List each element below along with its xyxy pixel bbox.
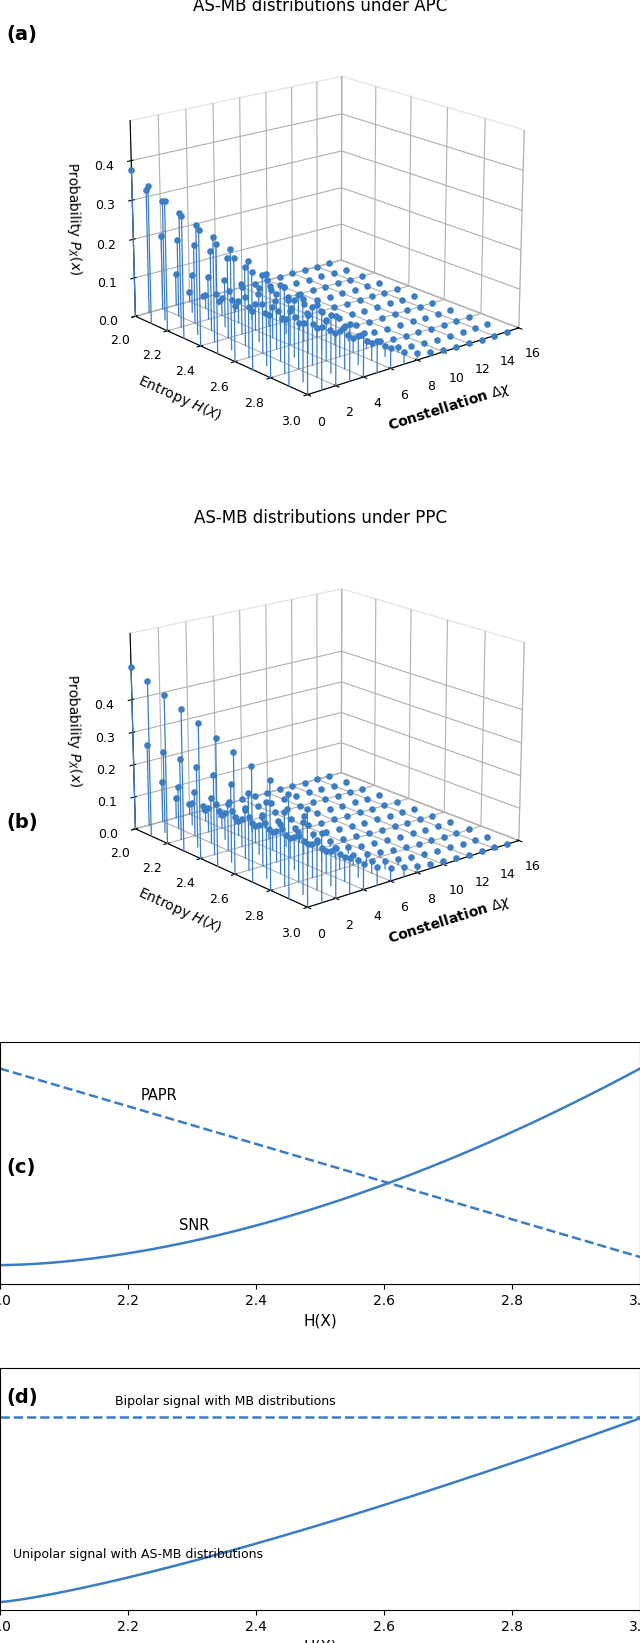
Text: (c): (c) xyxy=(6,1158,36,1178)
X-axis label: H(X): H(X) xyxy=(303,1640,337,1643)
Title: AS-MB distributions under APC: AS-MB distributions under APC xyxy=(193,0,447,15)
Title: AS-MB distributions under PPC: AS-MB distributions under PPC xyxy=(193,509,447,527)
Text: Bipolar signal with MB distributions: Bipolar signal with MB distributions xyxy=(115,1395,336,1408)
Text: SNR: SNR xyxy=(179,1217,209,1234)
Text: (a): (a) xyxy=(6,25,37,44)
Text: Unipolar signal with AS-MB distributions: Unipolar signal with AS-MB distributions xyxy=(13,1548,263,1561)
Y-axis label: Entropy $H(X)$: Entropy $H(X)$ xyxy=(136,884,225,938)
X-axis label: Constellation $\Delta\chi$: Constellation $\Delta\chi$ xyxy=(385,380,513,435)
Text: (d): (d) xyxy=(6,1388,38,1408)
Y-axis label: Entropy $H(X)$: Entropy $H(X)$ xyxy=(136,371,225,426)
X-axis label: H(X): H(X) xyxy=(303,1313,337,1328)
Text: (b): (b) xyxy=(6,813,38,833)
Text: PAPR: PAPR xyxy=(141,1088,177,1102)
X-axis label: Constellation $\Delta\chi$: Constellation $\Delta\chi$ xyxy=(385,892,513,948)
